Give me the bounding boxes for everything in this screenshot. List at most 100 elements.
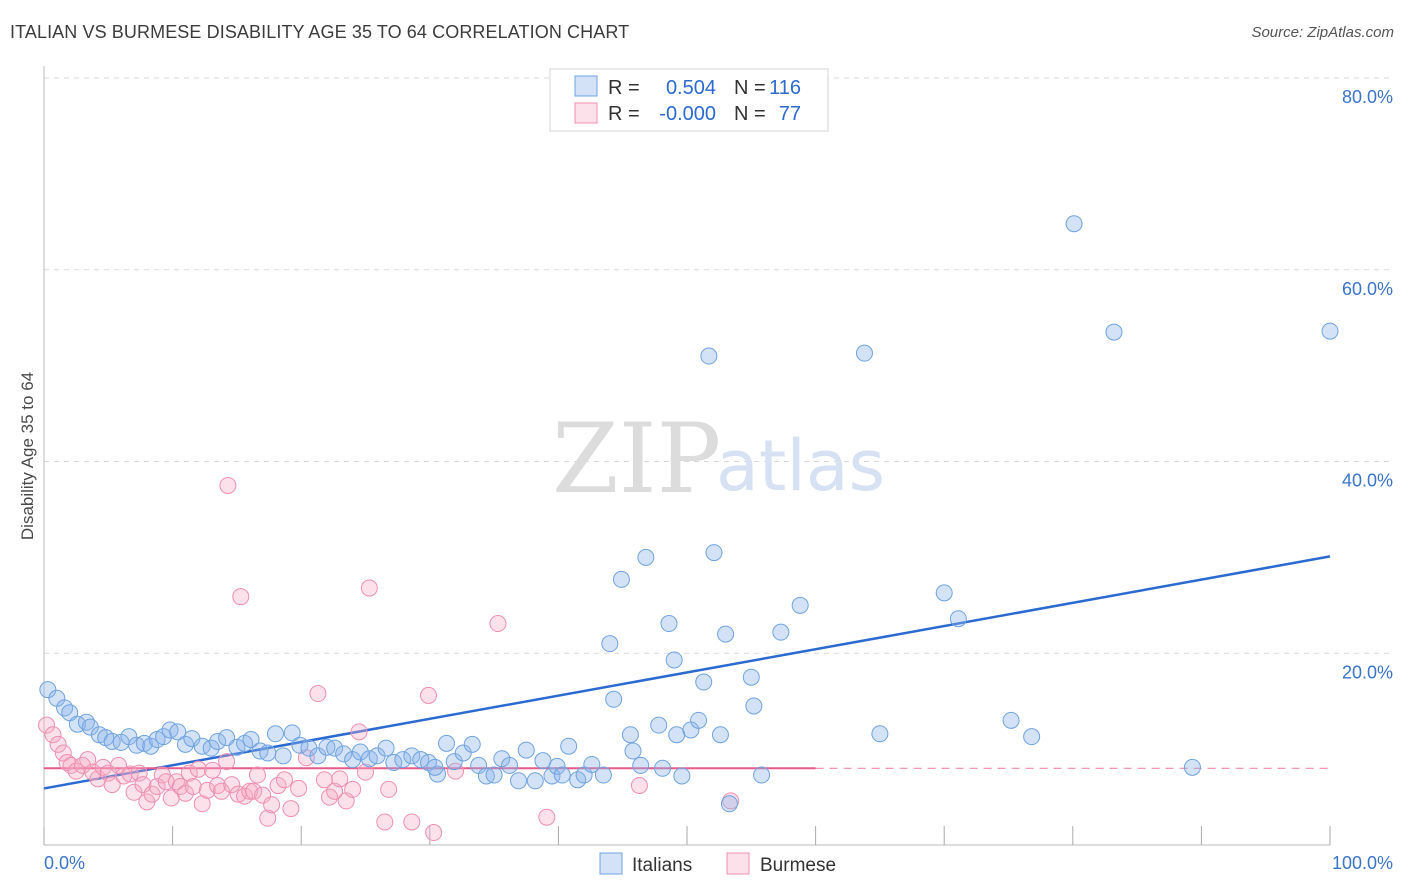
italians-point <box>605 690 623 708</box>
italians-point <box>637 548 655 566</box>
x-tick-label-min: 0.0% <box>44 853 85 873</box>
burmese-point <box>79 751 97 769</box>
burmese-point <box>189 760 207 778</box>
italians-point <box>632 756 650 774</box>
burmese-point <box>218 753 236 771</box>
legend-r-value-italians: 0.504 <box>666 77 716 99</box>
correlation-legend: R = 0.504 N = 116 R = -0.000 N = 77 <box>549 68 829 132</box>
italians-point <box>695 673 713 691</box>
italians-point <box>517 741 535 759</box>
italians-point <box>169 723 187 741</box>
y-tick-label: 40.0% <box>1342 471 1393 491</box>
italians-point <box>242 731 260 749</box>
burmese-point <box>219 476 237 494</box>
burmese-point <box>54 744 72 762</box>
italians-point <box>510 772 528 790</box>
italians-point <box>438 734 456 752</box>
italians-point <box>445 753 463 771</box>
italians-point <box>56 699 74 717</box>
italians-point <box>700 347 718 365</box>
legend-n-label-italians: N = <box>734 77 766 99</box>
burmese-point <box>212 782 230 800</box>
italians-point <box>624 742 642 760</box>
italians-point <box>601 635 619 653</box>
axes <box>43 66 1331 846</box>
burmese-point <box>350 723 368 741</box>
italians-point <box>403 747 421 765</box>
italians-point <box>690 711 708 729</box>
gridlines <box>44 77 1392 654</box>
italians-point <box>742 668 760 686</box>
chart-title: ITALIAN VS BURMESE DISABILITY AGE 35 TO … <box>10 22 630 42</box>
legend-r-label-italians: R = <box>608 77 640 99</box>
legend-r-label-burmese: R = <box>608 103 640 125</box>
burmese-point <box>344 780 362 798</box>
italians-point <box>326 739 344 757</box>
burmese-point <box>103 776 121 794</box>
italians-point <box>394 751 412 769</box>
italians-point <box>705 544 723 562</box>
burmese-point <box>134 776 152 794</box>
italians-point <box>711 726 729 744</box>
x-tick-labels: 0.0% 100.0% <box>44 853 1393 873</box>
italians-point <box>650 716 668 734</box>
italians-point <box>228 738 246 756</box>
chart-source: Source: ZipAtlas.com <box>1251 24 1394 41</box>
burmese-point <box>254 786 272 804</box>
series-legend-label-burmese: Burmese <box>760 855 836 876</box>
italians-point <box>534 752 552 770</box>
y-tick-label: 80.0% <box>1342 87 1393 107</box>
y-tick-label: 20.0% <box>1342 662 1393 682</box>
italians-point <box>935 584 953 602</box>
italians-point <box>621 726 639 744</box>
burmese-point <box>248 766 266 784</box>
italians-point <box>259 744 277 762</box>
italians-point <box>612 570 630 588</box>
burmese-point <box>538 808 556 826</box>
italians-point <box>668 726 686 744</box>
italians-point <box>855 344 873 362</box>
italians-trend-line <box>43 555 1331 790</box>
italians-point <box>720 795 738 813</box>
y-axis-label: Disability Age 35 to 64 <box>18 372 37 540</box>
burmese-point <box>203 761 221 779</box>
italians-point <box>1105 323 1123 341</box>
italians-point <box>673 767 691 785</box>
italians-point <box>1023 728 1041 746</box>
burmese-point <box>290 779 308 797</box>
italians-points <box>39 215 1339 813</box>
italians-point <box>594 766 612 784</box>
burmese-point <box>376 813 394 831</box>
italians-point <box>717 625 735 643</box>
italians-point <box>39 681 57 699</box>
burmese-point <box>180 764 198 782</box>
watermark-atlas: atlas <box>716 425 885 507</box>
italians-point <box>266 725 284 743</box>
italians-point <box>202 739 220 757</box>
burmese-point <box>241 782 259 800</box>
y-tick-label: 60.0% <box>1342 279 1393 299</box>
burmese-point <box>193 795 211 813</box>
burmese-point <box>44 726 62 744</box>
italians-point <box>385 754 403 772</box>
series-legend: Italians Burmese <box>599 852 836 876</box>
italians-point <box>526 772 544 790</box>
italians-point <box>463 735 481 753</box>
burmese-point <box>38 716 56 734</box>
italians-point <box>553 766 571 784</box>
legend-n-value-italians: 116 <box>769 77 801 99</box>
italians-point <box>103 732 121 750</box>
burmese-point <box>420 686 438 704</box>
burmese-point <box>630 777 648 795</box>
italians-point <box>291 736 309 754</box>
italians-point <box>274 747 292 765</box>
burmese-point <box>309 685 327 703</box>
italians-point <box>454 744 472 762</box>
italians-point <box>745 697 763 715</box>
italians-point <box>548 757 566 775</box>
legend-n-label-burmese: N = <box>734 103 766 125</box>
burmese-point <box>223 776 241 794</box>
burmese-point <box>275 771 293 789</box>
y-tick-labels: 20.0% 40.0% 60.0% 80.0% <box>1342 87 1393 682</box>
